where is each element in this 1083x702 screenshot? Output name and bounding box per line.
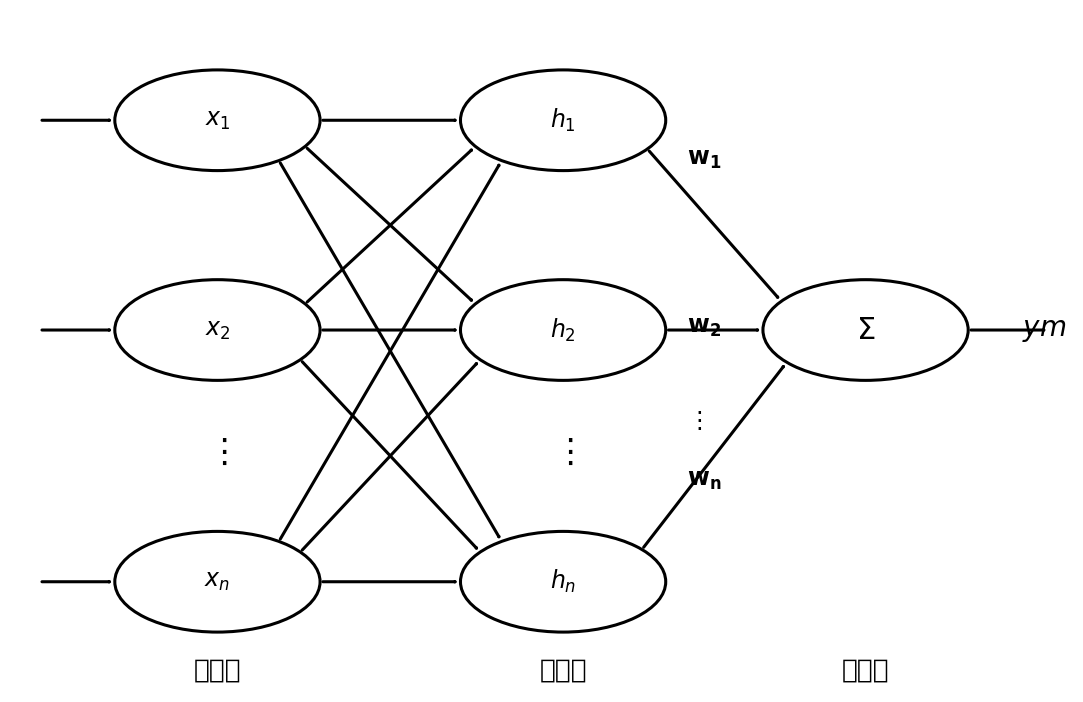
Ellipse shape <box>115 279 321 380</box>
Text: $\vdots$: $\vdots$ <box>553 436 573 469</box>
Text: 隐含层: 隐含层 <box>539 657 587 683</box>
Ellipse shape <box>460 279 666 380</box>
Text: $\mathit{ym}$: $\mathit{ym}$ <box>1021 317 1066 343</box>
Text: $x_1$: $x_1$ <box>205 109 231 132</box>
Text: $\mathbf{w_n}$: $\mathbf{w_n}$ <box>688 468 721 492</box>
Text: $x_n$: $x_n$ <box>205 570 231 593</box>
Text: $\Sigma$: $\Sigma$ <box>856 314 875 345</box>
Text: $\vdots$: $\vdots$ <box>207 436 227 469</box>
Ellipse shape <box>115 531 321 632</box>
Text: $\mathbf{w_2}$: $\mathbf{w_2}$ <box>688 314 721 338</box>
Text: $\vdots$: $\vdots$ <box>688 409 703 433</box>
Text: $h_n$: $h_n$ <box>550 568 576 595</box>
Ellipse shape <box>115 70 321 171</box>
Text: $x_2$: $x_2$ <box>205 319 231 342</box>
Text: 输入层: 输入层 <box>194 657 242 683</box>
Text: $\mathbf{w_1}$: $\mathbf{w_1}$ <box>688 147 721 171</box>
Ellipse shape <box>460 531 666 632</box>
Ellipse shape <box>762 279 968 380</box>
Text: $h_2$: $h_2$ <box>550 317 576 343</box>
Text: $h_1$: $h_1$ <box>550 107 576 134</box>
Ellipse shape <box>460 70 666 171</box>
Text: 输出层: 输出层 <box>841 657 889 683</box>
